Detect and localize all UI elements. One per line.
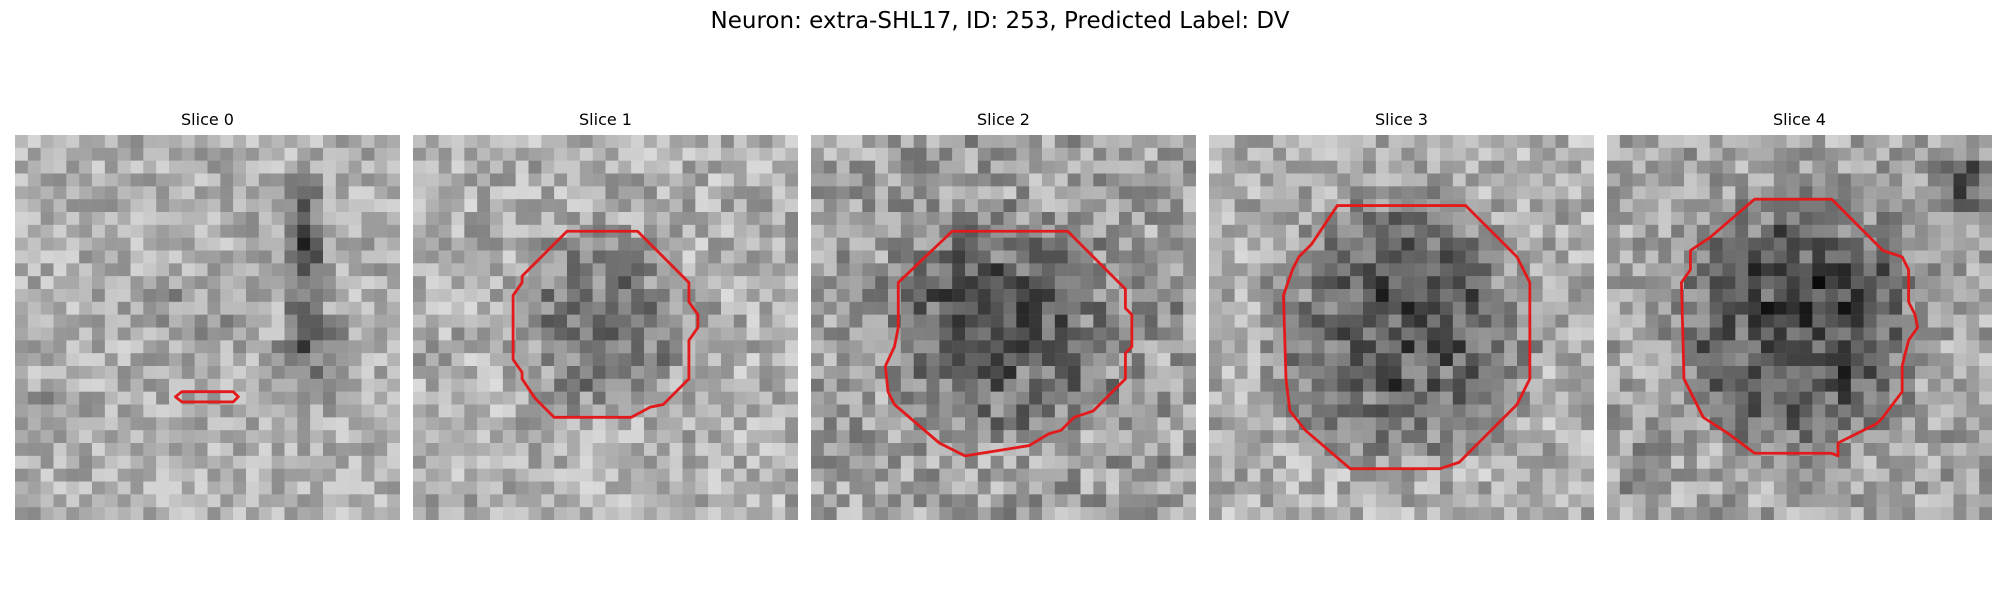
slice-title: Slice 0 — [181, 110, 234, 129]
figure-title: Neuron: extra-SHL17, ID: 253, Predicted … — [710, 8, 1290, 34]
slice-panel-0: Slice 0 — [15, 0, 400, 600]
pixel-grid — [15, 135, 400, 520]
slice-image — [15, 135, 400, 520]
roi-contour — [884, 229, 1134, 458]
roi-contour — [1680, 197, 1919, 458]
roi-contour — [1282, 204, 1532, 471]
pixel-grid — [1607, 135, 1992, 520]
slice-image — [811, 135, 1196, 520]
pixel-grid — [1209, 135, 1594, 520]
pixel-grid — [413, 135, 798, 520]
slice-title: Slice 2 — [977, 110, 1030, 129]
pixel-grid — [811, 135, 1196, 520]
slice-title: Slice 4 — [1773, 110, 1826, 129]
slice-title: Slice 3 — [1375, 110, 1428, 129]
slice-panel-1: Slice 1 — [413, 0, 798, 600]
roi-contour — [174, 390, 240, 404]
slice-image — [1607, 135, 1992, 520]
slice-image — [1209, 135, 1594, 520]
slice-panel-3: Slice 3 — [1209, 0, 1594, 600]
roi-contour — [511, 229, 700, 419]
slice-panel-4: Slice 4 — [1607, 0, 1992, 600]
slice-image — [413, 135, 798, 520]
slice-title: Slice 1 — [579, 110, 632, 129]
slice-panel-2: Slice 2 — [811, 0, 1196, 600]
